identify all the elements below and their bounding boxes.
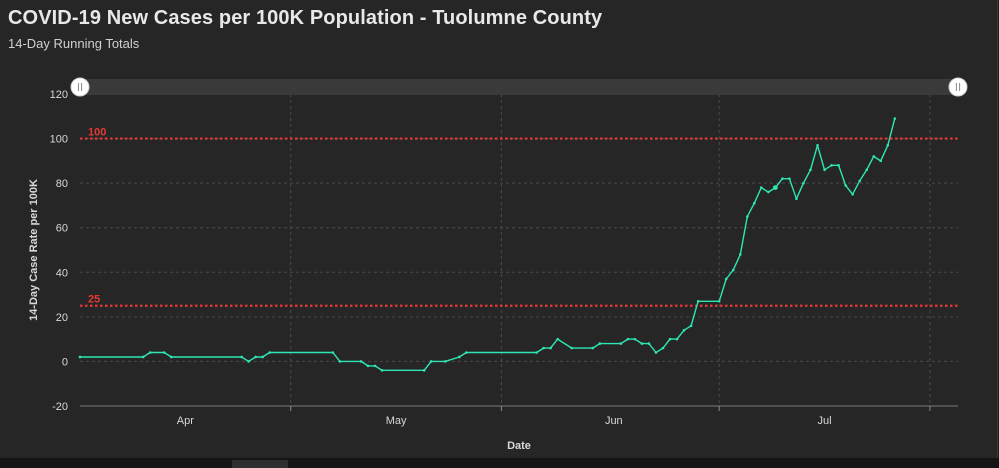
bottom-tab — [232, 460, 288, 468]
x-tick-label: Jun — [605, 415, 623, 427]
data-point — [745, 215, 749, 218]
data-point — [661, 346, 665, 350]
data-point — [626, 337, 630, 341]
data-point — [809, 168, 812, 172]
data-point — [542, 346, 545, 350]
x-tick-label: Jul — [818, 415, 832, 427]
data-point — [247, 360, 250, 363]
data-point — [788, 177, 791, 180]
y-tick-label: 60 — [56, 223, 68, 235]
data-point — [535, 351, 538, 354]
data-point — [886, 143, 890, 147]
data-point — [844, 184, 847, 187]
data-point — [373, 364, 377, 368]
data-point — [619, 342, 623, 345]
data-point — [570, 346, 573, 350]
range-slider-left-handle[interactable] — [70, 77, 90, 97]
data-point — [717, 299, 721, 303]
data-point — [261, 355, 264, 359]
chart-panel: COVID-19 New Cases per 100K Population -… — [0, 0, 998, 459]
data-point — [640, 342, 644, 345]
data-point — [170, 355, 173, 359]
data-point — [816, 143, 819, 147]
data-point — [429, 360, 433, 363]
data-point — [366, 364, 370, 368]
range-slider-track — [80, 79, 958, 95]
y-tick-label: -20 — [52, 401, 68, 413]
y-axis-title: 14-Day Case Rate per 100K — [28, 179, 40, 321]
reference-label: 100 — [88, 127, 106, 139]
data-point — [331, 351, 335, 354]
bottom-strip — [0, 458, 999, 468]
data-point — [668, 337, 672, 341]
data-point — [760, 186, 763, 189]
data-point — [457, 355, 461, 359]
data-point — [696, 299, 700, 303]
data-point — [802, 181, 805, 185]
data-point — [633, 337, 637, 341]
y-tick-label: 100 — [50, 134, 68, 146]
data-point — [795, 197, 798, 201]
data-point — [858, 179, 861, 183]
data-point — [268, 351, 271, 354]
data-point — [872, 155, 876, 158]
data-point — [148, 351, 152, 354]
series — [78, 117, 897, 372]
data-point — [851, 192, 854, 196]
data-point — [647, 342, 651, 345]
data-point-marker — [772, 185, 778, 191]
data-point — [731, 268, 735, 272]
range-slider[interactable] — [70, 77, 968, 97]
data-point — [556, 337, 559, 341]
line-chart: 100 25 -20 0 20 40 60 80 100 120 Apr May Jun Jul Date… — [28, 77, 968, 452]
data-point — [675, 337, 679, 341]
data-point — [240, 355, 243, 359]
data-point — [141, 355, 145, 359]
data-point — [781, 177, 784, 180]
data-point — [830, 164, 833, 167]
data-point — [380, 369, 384, 372]
y-tick-label: 40 — [56, 267, 68, 279]
data-point — [549, 346, 552, 350]
data-point — [78, 355, 82, 359]
series-line — [80, 118, 896, 371]
data-point — [738, 253, 742, 256]
reference-lines: 100 25 — [80, 127, 958, 307]
data-point — [359, 360, 363, 363]
data-point — [879, 159, 883, 163]
data-point — [443, 360, 447, 363]
y-tick-label: 80 — [56, 178, 68, 190]
axes: -20 0 20 40 60 80 100 120 Apr May Jun Jul Date 14-Day… — [28, 89, 958, 452]
gridlines — [80, 93, 958, 407]
data-point — [338, 360, 342, 363]
y-tick-label: 120 — [50, 89, 68, 101]
x-axis-title: Date — [507, 440, 531, 452]
data-point — [422, 369, 426, 372]
data-point — [254, 355, 257, 359]
data-point — [654, 351, 658, 354]
data-point — [465, 351, 468, 354]
data-point — [767, 190, 770, 194]
data-point — [753, 201, 756, 205]
x-tick-label: May — [386, 415, 407, 427]
range-slider-right-handle[interactable] — [948, 77, 968, 97]
y-tick-label: 0 — [62, 356, 68, 368]
data-point — [724, 277, 728, 281]
data-point — [162, 351, 166, 354]
data-point — [689, 324, 693, 328]
data-point — [682, 328, 686, 332]
data-point — [591, 346, 595, 350]
data-point — [823, 168, 826, 172]
y-tick-label: 20 — [56, 312, 68, 324]
data-point — [837, 164, 840, 167]
page-title: COVID-19 New Cases per 100K Population -… — [8, 7, 603, 29]
data-point — [893, 117, 897, 120]
reference-label: 25 — [88, 294, 100, 306]
page-subtitle: 14-Day Running Totals — [8, 36, 140, 51]
data-point — [865, 168, 868, 172]
data-point — [598, 342, 602, 345]
x-tick-label: Apr — [177, 415, 194, 427]
